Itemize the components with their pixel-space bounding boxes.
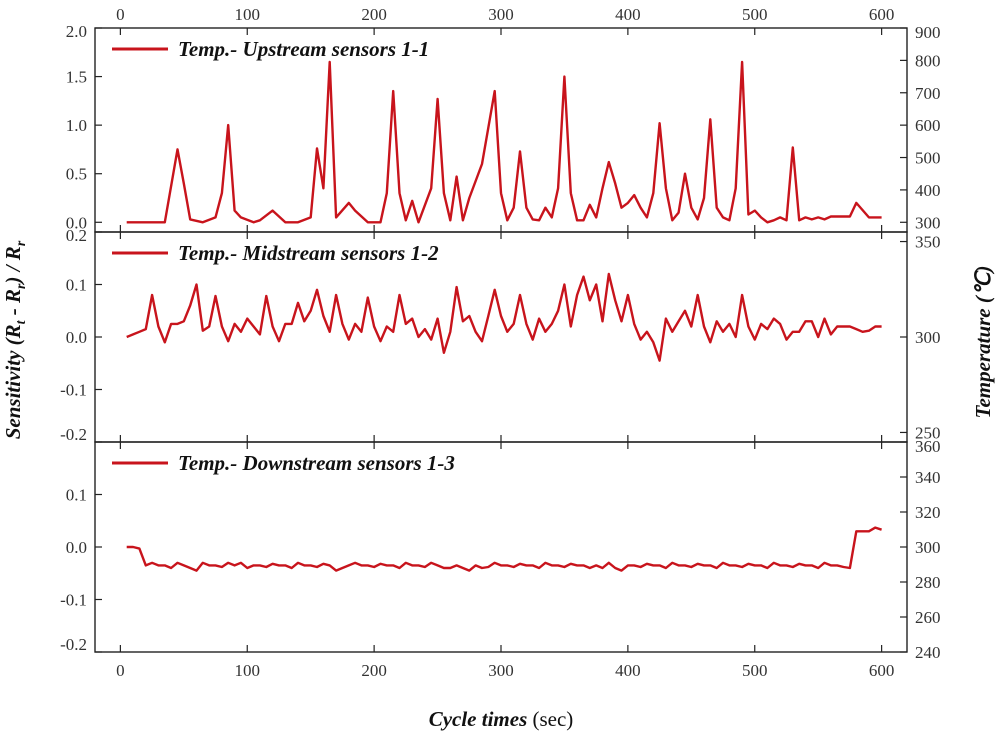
series-line [126,272,882,362]
x-tick-label-top: 200 [361,5,387,24]
y-axis-title-left: Sensitivity (Rt - Rr) / Rr [1,240,29,439]
y-axis-title-right: Temperature (℃) [971,266,995,419]
x-tick-label-bottom: 200 [361,661,387,680]
y-tick-label: 0.1 [66,486,87,505]
y-axis-title-part: Sensitivity (R [1,324,25,439]
y-axis-title-subscript: t [14,319,29,324]
y-tick-label: 1.5 [66,68,87,87]
y-tick-label: 0.1 [66,276,87,295]
y2-tick-label: 300 [915,213,941,232]
series-line [126,60,882,224]
legend-label: Temp.- Downstream sensors 1-3 [178,451,455,475]
y2-tick-label: 250 [915,423,941,442]
legend-label: Temp.- Upstream sensors 1-1 [178,37,429,61]
y2-tick-label: 500 [915,149,941,168]
x-tick-label-bottom: 300 [488,661,514,680]
y2-tick-label: 900 [915,23,941,42]
y-tick-label: 1.0 [66,116,87,135]
x-axis-title: Cycle times (sec) [429,707,574,731]
x-tick-label-bottom: 0 [116,661,125,680]
y2-tick-label: 320 [915,503,941,522]
y-tick-label: -0.1 [60,591,87,610]
y2-tick-label: 600 [915,116,941,135]
y-tick-label: -0.1 [60,381,87,400]
y2-tick-label: 300 [915,328,941,347]
x-tick-label-top: 500 [742,5,768,24]
y2-tick-label: 360 [915,437,941,456]
x-tick-label-top: 100 [235,5,261,24]
x-axis-title-main: Cycle times [429,707,528,731]
y-tick-label: 0.2 [66,226,87,245]
x-tick-label-bottom: 500 [742,661,768,680]
y-axis-title-part: - R [1,289,25,321]
y-tick-label: 2.0 [66,22,87,41]
panel-1: 0 100 200 300 400 500 600 0.0 0.5 1.0 1.5 2.0 300 400… [66,5,941,233]
y-tick-label: 0.5 [66,165,87,184]
legend-label: Temp.- Midstream sensors 1-2 [178,241,439,265]
y-axis-title-subscript: r [14,283,29,289]
y2-tick-label: 700 [915,84,941,103]
y-tick-label: 0.0 [66,328,87,347]
y-tick-label: 0.0 [66,538,87,557]
y2-tick-label: 300 [915,538,941,557]
x-tick-label-bottom: 600 [869,661,895,680]
x-tick-label-top: 400 [615,5,641,24]
x-tick-label-top: 600 [869,5,895,24]
series-line [126,526,882,572]
x-tick-label-bottom: 100 [235,661,261,680]
y2-tick-label: 240 [915,643,941,662]
y-tick-label: -0.2 [60,425,87,444]
y2-tick-label: 400 [915,181,941,200]
y2-tick-label: 280 [915,573,941,592]
panel-2: -0.2 -0.1 0.0 0.1 0.2 250 300 350 Temp.- Midstre… [60,226,940,444]
panel-3: 0 100 200 300 400 500 600 -0.2 -0.1 0.0 0.1 240 260 2… [60,437,940,680]
x-tick-label-top: 300 [488,5,514,24]
y2-tick-label: 350 [915,233,941,252]
y2-tick-label: 340 [915,468,941,487]
y-tick-label: 0.0 [66,213,87,232]
x-tick-label-top: 0 [116,5,125,24]
y2-tick-label: 800 [915,51,941,70]
y-axis-title-part: ) / R [1,246,25,285]
y-tick-label: -0.2 [60,635,87,654]
x-tick-label-bottom: 400 [615,661,641,680]
x-axis-title-unit: (sec) [527,707,573,731]
y2-tick-label: 260 [915,608,941,627]
y-axis-title-subscript: r [14,240,29,246]
